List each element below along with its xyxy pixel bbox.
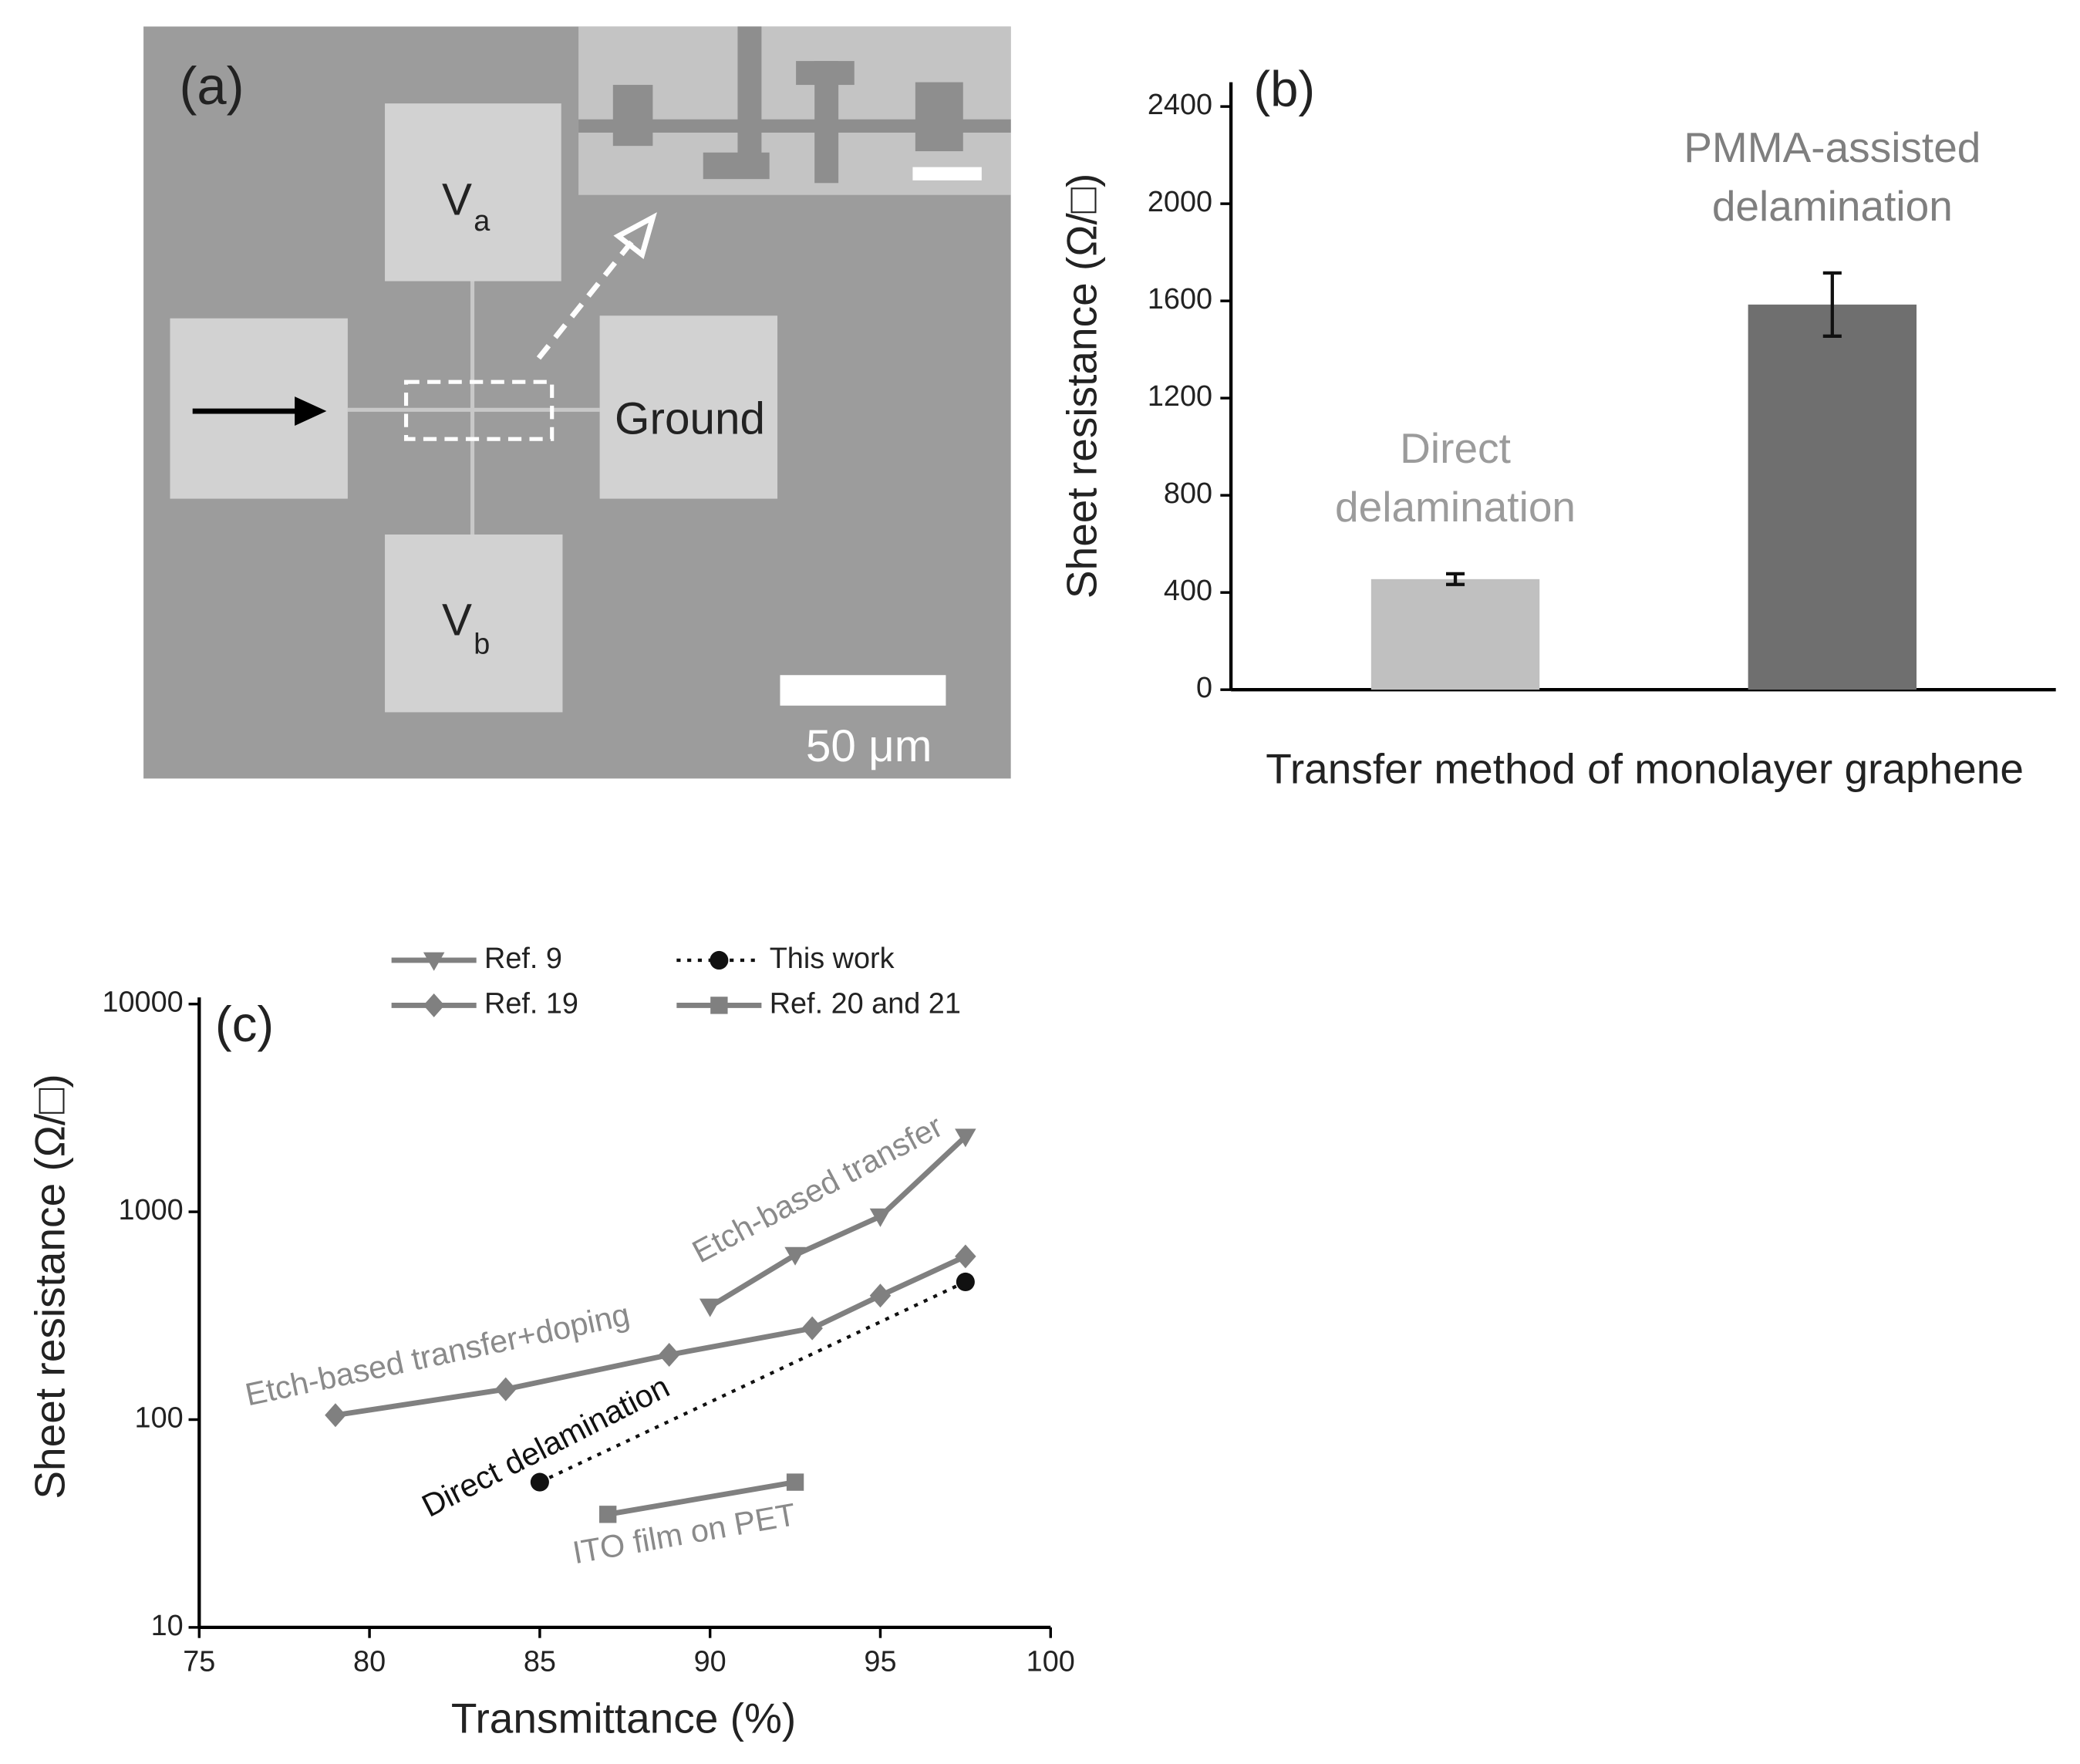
x-tick-label: 75 (183, 1645, 215, 1678)
legend-label: Ref. 9 (484, 943, 562, 975)
x-tick-label: 90 (694, 1645, 726, 1678)
series-line (708, 1135, 968, 1309)
arrow-head (613, 212, 657, 259)
marker (956, 1272, 975, 1291)
legend-label: Ref. 20 and 21 (770, 987, 961, 1020)
x-axis-title: Transfer method of monolayer graphene (1266, 744, 2024, 792)
annotation: Etch-based transfer+doping (242, 1297, 632, 1413)
marker (955, 1128, 976, 1148)
y-tick-label: 1200 (1148, 380, 1212, 413)
marker (494, 1377, 517, 1401)
pad (385, 103, 561, 282)
pad-label: V (442, 595, 472, 646)
inset-pad (612, 85, 653, 147)
inset-scale-bar (912, 167, 982, 180)
micrograph: (a) V a V b Ground 50 μm (143, 26, 1011, 779)
inset-trace (737, 26, 762, 160)
y-tick-label: 800 (1164, 477, 1212, 510)
y-tick-label: 10000 (102, 987, 183, 1019)
marker (955, 1244, 976, 1269)
x-tick-label: 80 (353, 1645, 386, 1678)
y-axis-title: Sheet resistance (Ω/□) (1057, 174, 1105, 599)
dashed-box (403, 379, 555, 441)
legend-label: This work (770, 943, 895, 975)
ground-label: Ground (615, 393, 765, 444)
marker (784, 1246, 806, 1266)
y-tick-label: 2000 (1148, 186, 1212, 218)
scale-bar (780, 675, 946, 706)
series-line (335, 1253, 967, 1418)
marker (710, 997, 728, 1014)
legend-label: Ref. 19 (484, 987, 578, 1020)
x-axis-title: Transmittance (%) (451, 1695, 796, 1742)
pad (599, 315, 778, 499)
marker (325, 1403, 346, 1428)
series-line (538, 1280, 966, 1484)
y-tick-label: 10 (151, 1610, 184, 1642)
inset-trace (578, 119, 1011, 133)
y-tick-label: 1600 (1148, 283, 1212, 315)
marker (423, 952, 445, 971)
bar (1748, 304, 1917, 690)
y-tick-label: 400 (1164, 575, 1212, 607)
y-tick-label: 100 (135, 1401, 184, 1434)
marker (699, 1298, 721, 1317)
x-tick-label: 85 (524, 1645, 556, 1678)
marker (786, 1473, 804, 1491)
scale-bar-label: 50 μm (806, 721, 932, 771)
panel-label: (a) (180, 56, 244, 116)
marker (869, 1283, 892, 1308)
series-line (607, 1479, 796, 1517)
marker (710, 950, 729, 970)
bar (1370, 578, 1540, 690)
category-label: PMMA-assisted (1684, 123, 1981, 171)
marker (599, 1506, 617, 1523)
pad-label: V (442, 175, 472, 225)
arrow-head (295, 396, 327, 426)
marker (801, 1316, 823, 1341)
marker (530, 1472, 549, 1492)
y-tick-label: 1000 (119, 1194, 184, 1226)
annotation: Direct delamination (416, 1368, 675, 1523)
y-tick-label: 0 (1196, 672, 1212, 704)
marker (423, 993, 445, 1017)
marker (658, 1343, 680, 1367)
pad-label-sub: a (474, 205, 491, 238)
category-label: delamination (1335, 483, 1576, 531)
marker (869, 1208, 892, 1227)
pad-label-sub: b (474, 628, 490, 660)
pad (385, 534, 563, 713)
y-axis-title: Sheet resistance (Ω/□) (26, 1074, 74, 1499)
y-tick-label: 2400 (1148, 89, 1212, 121)
panel-label: (c) (215, 996, 274, 1052)
inset-pad (915, 82, 963, 152)
category-label: Direct (1400, 424, 1511, 472)
x-tick-label: 100 (1027, 1645, 1075, 1678)
x-tick-label: 95 (864, 1645, 896, 1678)
inset-pad (703, 152, 770, 180)
category-label: delamination (1712, 182, 1953, 230)
panel-label: (b) (1253, 61, 1315, 117)
inset-trace (814, 61, 839, 184)
